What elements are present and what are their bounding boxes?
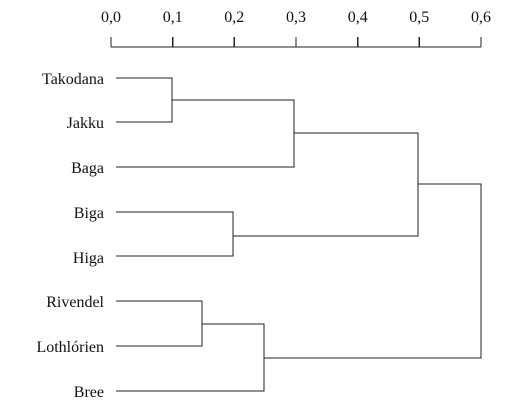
branch-takodana-jakku xyxy=(116,77,173,123)
tick-label-6: 0,6 xyxy=(471,9,491,26)
tick-marks xyxy=(110,37,482,47)
leaf-label-bree: Bree xyxy=(74,384,104,401)
leaf-label-lothlorien: Lothlórien xyxy=(36,339,104,356)
leaf-label-higa: Higa xyxy=(73,250,104,267)
tick-label-5: 0,5 xyxy=(409,9,429,26)
leaf-label-jakku: Jakku xyxy=(67,115,104,132)
tick-label-0: 0,0 xyxy=(101,9,121,26)
leaf-label-biga: Biga xyxy=(74,205,104,222)
branch-tjb-bh xyxy=(233,132,419,237)
branches xyxy=(116,77,482,392)
branch-tj-baga xyxy=(116,99,295,168)
tick-labels: 0,0 0,1 0,2 0,3 0,4 0,5 0,6 xyxy=(101,9,491,26)
tick-label-4: 0,4 xyxy=(348,9,368,26)
tick-label-1: 0,1 xyxy=(163,9,183,26)
branch-rl-bree xyxy=(116,323,265,392)
tick-label-2: 0,2 xyxy=(224,9,244,26)
leaf-label-takodana: Takodana xyxy=(42,71,104,88)
x-axis: 0,0 0,1 0,2 0,3 0,4 0,5 0,6 xyxy=(101,9,491,48)
leaf-labels: Takodana Jakku Baga Biga Higa Rivendel L… xyxy=(36,71,104,401)
branch-root xyxy=(264,183,482,359)
branch-biga-higa xyxy=(116,211,234,257)
leaf-label-baga: Baga xyxy=(71,160,104,177)
branch-rivendel-lothlorien xyxy=(116,300,203,347)
leaf-label-rivendel: Rivendel xyxy=(46,294,104,311)
tick-label-3: 0,3 xyxy=(286,9,306,26)
